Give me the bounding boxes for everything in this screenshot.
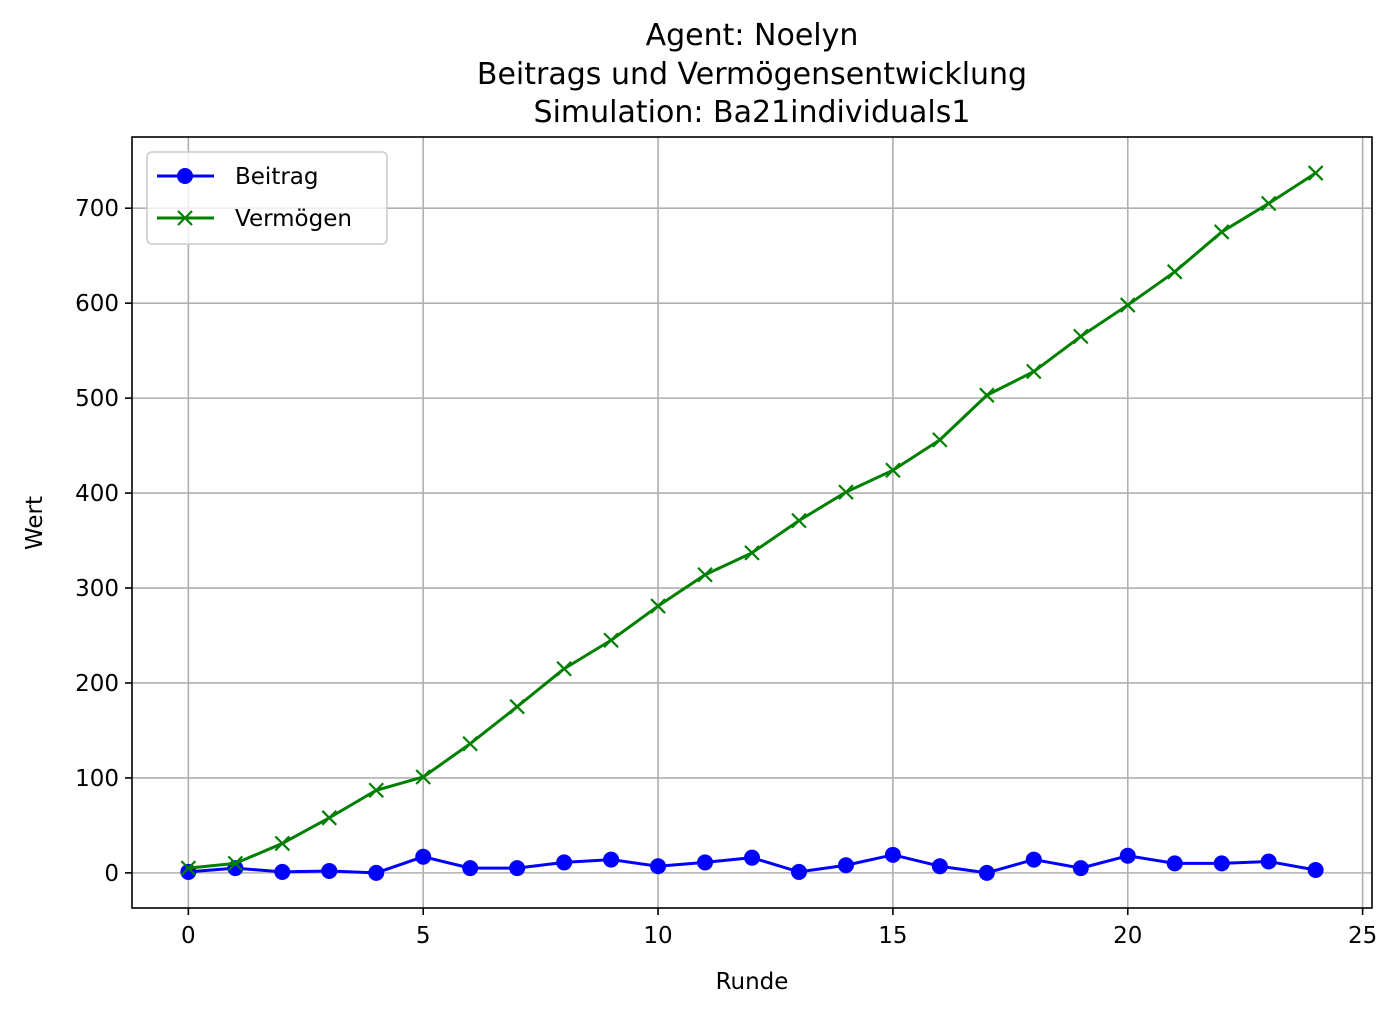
chart-title-line-2: Beitrags und Vermögensentwicklung: [477, 57, 1027, 92]
data-point-beitrag: [650, 858, 667, 875]
data-point-beitrag: [274, 863, 291, 880]
x-tick-label: 20: [1113, 923, 1142, 949]
y-tick-label: 600: [75, 291, 119, 317]
legend-vermoegen-marker: [177, 210, 193, 226]
data-point-vermoegen: [1213, 224, 1230, 240]
data-point-vermoegen: [462, 735, 478, 752]
data-point-vermoegen: [1260, 195, 1277, 212]
data-point-beitrag: [1260, 853, 1277, 870]
data-point-vermoegen: [603, 632, 619, 649]
x-tick-label: 15: [878, 923, 907, 949]
data-point-vermoegen: [1119, 297, 1136, 313]
data-point-vermoegen: [180, 860, 197, 876]
y-tick-label: 100: [75, 766, 119, 792]
data-point-beitrag: [1025, 851, 1042, 868]
data-point-vermoegen: [650, 598, 666, 614]
data-point-vermoegen: [1166, 264, 1183, 280]
y-tick-label: 500: [75, 386, 119, 412]
axis-ticks: 0 5 10 15 20 25 0 100 200 300 400 500 600 700: [75, 196, 1377, 949]
x-tick-label: 5: [416, 923, 431, 949]
data-point-vermoegen: [932, 432, 948, 448]
data-point-vermoegen: [415, 769, 431, 785]
data-point-beitrag: [931, 858, 948, 875]
data-point-beitrag: [462, 860, 479, 877]
legend-vermoegen-label: Vermögen: [235, 206, 352, 232]
series-layer: [180, 165, 1324, 881]
grid: [132, 137, 1372, 908]
y-axis-label: Wert: [22, 496, 48, 550]
chart-title-line-1: Agent: Noelyn: [646, 18, 859, 53]
y-tick-label: 0: [104, 861, 119, 887]
data-point-beitrag: [790, 863, 807, 880]
data-point-beitrag: [1166, 855, 1183, 872]
y-tick-label: 200: [75, 671, 119, 697]
data-point-vermoegen: [697, 566, 713, 583]
data-point-beitrag: [697, 854, 714, 871]
x-axis-label: Runde: [716, 969, 789, 995]
data-point-vermoegen: [1073, 328, 1089, 345]
data-point-vermoegen: [556, 660, 572, 677]
data-point-beitrag: [744, 849, 760, 866]
y-tick-label: 400: [75, 481, 119, 507]
data-point-vermoegen: [744, 545, 760, 561]
data-point-beitrag: [1307, 862, 1324, 879]
data-point-beitrag: [978, 864, 995, 881]
x-tick-label: 0: [181, 923, 196, 949]
data-point-beitrag: [1213, 855, 1230, 872]
data-point-vermoegen: [274, 835, 291, 852]
legend: Beitrag Vermögen: [146, 151, 388, 245]
data-point-beitrag: [603, 851, 620, 868]
data-point-beitrag: [1119, 847, 1136, 864]
data-point-vermoegen: [791, 512, 807, 529]
x-tick-label: 10: [643, 923, 672, 949]
y-tick-label: 700: [75, 196, 119, 222]
data-point-beitrag: [321, 862, 338, 879]
y-tick-label: 300: [75, 576, 119, 602]
data-point-beitrag: [884, 846, 901, 863]
data-point-beitrag: [368, 864, 385, 881]
data-point-vermoegen: [509, 698, 525, 715]
chart-title-line-3: Simulation: Ba21individuals1: [534, 95, 971, 130]
data-point-vermoegen: [1307, 165, 1324, 181]
data-point-vermoegen: [1026, 363, 1042, 380]
data-point-vermoegen: [979, 387, 995, 404]
x-tick-label: 25: [1348, 923, 1377, 949]
data-point-beitrag: [509, 860, 526, 877]
data-point-vermoegen: [885, 462, 901, 479]
legend-beitrag-label: Beitrag: [235, 164, 319, 190]
data-point-beitrag: [837, 857, 854, 874]
data-point-vermoegen: [838, 484, 854, 500]
data-point-vermoegen: [368, 782, 385, 799]
data-point-vermoegen: [321, 810, 338, 826]
data-point-vermoegen: [227, 855, 244, 872]
data-point-beitrag: [415, 848, 432, 865]
data-point-beitrag: [556, 854, 573, 871]
data-point-beitrag: [1072, 860, 1089, 877]
plot-frame: [131, 136, 1373, 909]
legend-beitrag-marker: [177, 168, 193, 184]
